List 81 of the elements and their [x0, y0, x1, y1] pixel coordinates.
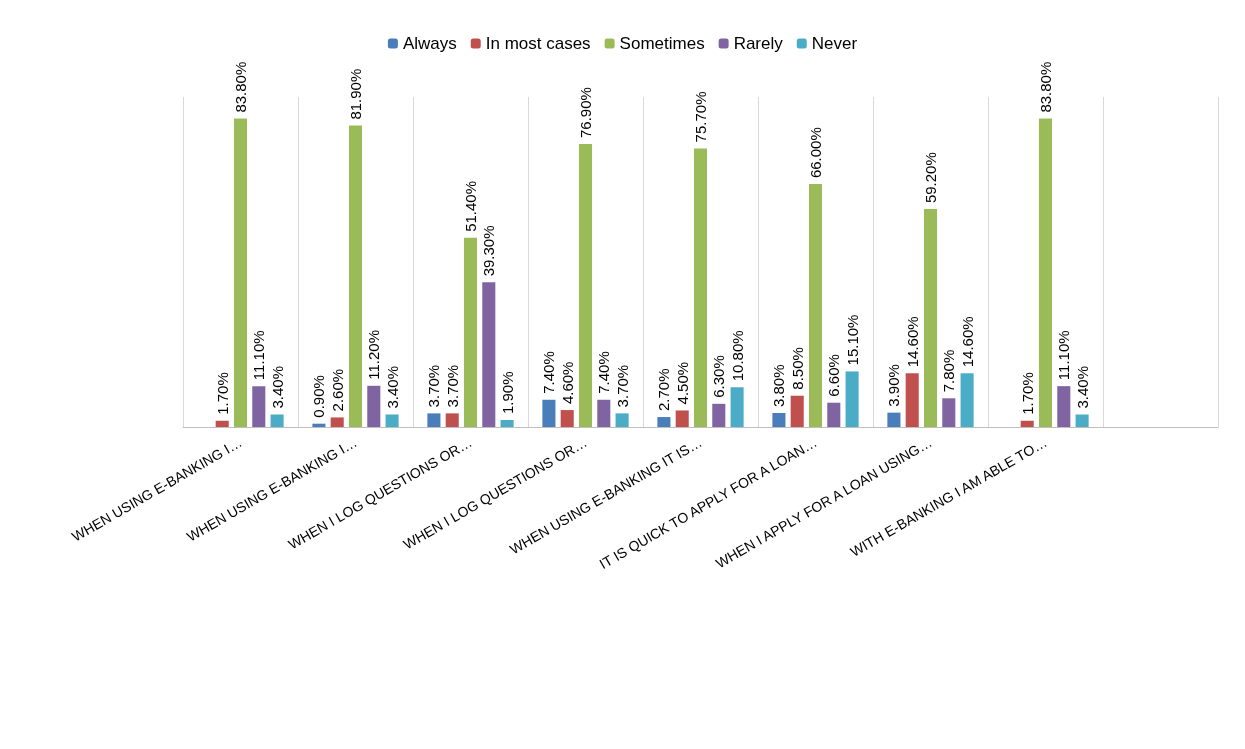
bar — [730, 387, 744, 427]
data-label: 39.30% — [480, 225, 498, 277]
bar — [597, 399, 611, 427]
bar — [923, 209, 938, 427]
data-label: 75.70% — [692, 91, 709, 143]
bar — [1075, 414, 1089, 427]
bar — [1020, 420, 1034, 427]
bar — [887, 412, 901, 427]
bar — [445, 413, 459, 427]
legend-label: Sometimes — [619, 34, 705, 53]
data-label: 51.40% — [462, 180, 479, 232]
data-label: 1.90% — [498, 371, 516, 415]
data-label: 3.70% — [613, 364, 631, 408]
bar — [772, 413, 786, 427]
bar — [1038, 118, 1053, 427]
bar — [960, 373, 974, 427]
data-label: 7.40% — [595, 351, 613, 394]
data-label: 4.50% — [673, 361, 691, 405]
legend-label: In most cases — [485, 34, 591, 53]
legend-label: Never — [811, 34, 858, 53]
bar — [790, 395, 804, 427]
data-label: 14.60% — [903, 316, 921, 368]
data-label: 11.10% — [1055, 330, 1073, 381]
bar — [542, 399, 556, 427]
bar — [367, 385, 381, 427]
data-label: 3.70% — [425, 364, 443, 408]
bar — [1057, 386, 1071, 427]
data-label: 2.70% — [655, 368, 673, 412]
data-label: 4.60% — [558, 361, 576, 405]
bar — [427, 413, 441, 427]
bar — [657, 417, 671, 427]
bar — [942, 398, 956, 427]
data-label: 6.60% — [825, 354, 843, 397]
data-label: 66.00% — [807, 127, 824, 179]
data-label: 8.50% — [788, 347, 806, 390]
bar — [905, 373, 919, 427]
data-label: 11.20% — [365, 330, 383, 380]
data-label: 0.90% — [310, 375, 328, 418]
data-label: 3.40% — [268, 365, 286, 409]
data-label: 7.80% — [940, 349, 958, 393]
bar — [270, 414, 284, 427]
legend-label: Always — [402, 34, 457, 53]
bar — [463, 237, 478, 427]
data-label: 59.20% — [922, 152, 939, 204]
data-label: 11.10% — [250, 330, 268, 381]
data-label: 7.40% — [540, 351, 558, 394]
bar — [808, 184, 823, 427]
data-label: 3.40% — [1073, 365, 1091, 409]
data-label: 1.70% — [213, 372, 231, 415]
bar — [615, 413, 629, 427]
bar — [693, 148, 708, 427]
bar — [385, 414, 399, 427]
data-label: 83.80% — [1037, 61, 1054, 113]
bar — [348, 125, 363, 427]
bar — [482, 282, 496, 427]
data-label: 2.60% — [328, 368, 346, 412]
legend-label: Rarely — [733, 34, 784, 53]
data-label: 3.70% — [443, 364, 461, 408]
data-label: 14.60% — [958, 316, 976, 368]
data-label: 81.90% — [347, 68, 364, 120]
data-label: 83.80% — [232, 61, 249, 113]
data-label: 3.90% — [885, 364, 903, 407]
bar — [215, 420, 229, 427]
bar — [560, 410, 574, 427]
data-label: 10.80% — [728, 330, 746, 382]
data-label: 3.40% — [383, 365, 401, 409]
bar — [827, 402, 841, 427]
data-label: 15.10% — [843, 314, 861, 366]
data-label: 3.80% — [770, 364, 788, 408]
bar — [500, 420, 514, 427]
bar — [845, 371, 859, 427]
data-label: 1.70% — [1018, 372, 1036, 415]
data-label: 6.30% — [710, 355, 728, 398]
bar — [578, 143, 593, 427]
data-label: 76.90% — [577, 87, 594, 138]
bar — [675, 410, 689, 427]
bar — [252, 386, 266, 427]
bar — [712, 403, 726, 427]
bar — [330, 417, 344, 427]
bar — [312, 423, 326, 427]
bar — [233, 118, 248, 427]
